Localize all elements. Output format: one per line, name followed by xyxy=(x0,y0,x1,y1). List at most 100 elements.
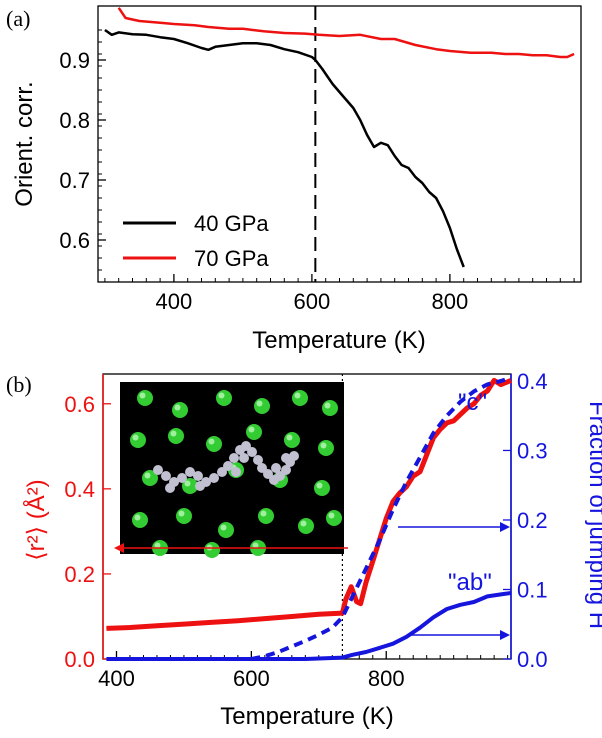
chlorine-atom xyxy=(218,522,234,538)
panel-b-right-y-ticks: 0.0 0.1 0.2 0.3 0.4 xyxy=(503,369,548,672)
panel-a-y-ticks: 0.6 0.7 0.8 0.9 xyxy=(59,29,106,271)
series-line-40-gpa xyxy=(104,28,465,268)
panel-a-frame xyxy=(97,5,582,283)
atom-highlight xyxy=(252,542,259,549)
panel-a-x-ticks: 400 600 800 xyxy=(104,274,575,314)
hydrogen-atom xyxy=(253,455,263,465)
atom-highlight xyxy=(256,400,263,407)
hydrogen-atom xyxy=(185,467,195,477)
legend-label-70gpa: 70 GPa xyxy=(194,246,269,271)
hydrogen-atom xyxy=(289,451,299,461)
hydrogen-atom xyxy=(177,473,187,483)
left-y-tick-label: 0.4 xyxy=(64,477,95,502)
inset-image xyxy=(120,382,344,558)
atom-highlight xyxy=(316,482,323,489)
atom-highlight xyxy=(139,392,146,399)
chlorine-atom xyxy=(292,390,308,406)
chlorine-atom xyxy=(137,390,153,406)
panel-a-label: (a) xyxy=(6,6,30,31)
series-line-c xyxy=(250,375,512,661)
atom-highlight xyxy=(144,472,151,479)
chlorine-atom xyxy=(130,432,146,448)
atom-highlight xyxy=(328,512,335,519)
panel-b-label: (b) xyxy=(6,372,32,397)
hydrogen-atom xyxy=(161,471,171,481)
chlorine-atom xyxy=(298,518,314,534)
annotation-c: "c" xyxy=(458,389,487,416)
y-tick-label: 0.8 xyxy=(59,108,90,133)
hydrogen-atom xyxy=(229,453,239,463)
hydrogen-atom xyxy=(209,473,219,483)
atom-highlight xyxy=(220,524,227,531)
panel-b-left-ylabel: ⟨r²⟩ (Å²) xyxy=(22,479,50,560)
right-y-tick-label: 0.2 xyxy=(517,508,548,533)
y-tick-label: 0.9 xyxy=(59,48,90,73)
atom-highlight xyxy=(174,404,181,411)
chlorine-atom xyxy=(204,542,220,558)
arrow-head-ab xyxy=(500,630,510,640)
x-tick-label: 800 xyxy=(368,666,405,691)
hydrogen-atom xyxy=(195,481,205,491)
series-line-70-gpa xyxy=(117,7,575,59)
chlorine-atom xyxy=(284,432,300,448)
chlorine-atom xyxy=(322,400,338,416)
y-tick-label: 0.7 xyxy=(59,168,90,193)
panel-a-ylabel: Orient. corr. xyxy=(11,81,38,206)
arrow-head-c xyxy=(500,522,510,532)
panel-a: (a) 400 600 800 0.6 0.7 0.8 0.9 Temperature (… xyxy=(6,5,582,354)
x-tick-label: 600 xyxy=(233,666,270,691)
atom-highlight xyxy=(286,434,293,441)
x-tick-label: 800 xyxy=(432,289,469,314)
hydrogen-atom xyxy=(281,465,291,475)
chlorine-atom xyxy=(314,480,330,496)
x-tick-label: 600 xyxy=(294,289,331,314)
chlorine-atom xyxy=(318,440,334,456)
legend-label-40gpa: 40 GPa xyxy=(194,211,269,236)
chlorine-atom xyxy=(326,510,342,526)
right-y-tick-label: 0.1 xyxy=(517,577,548,602)
panel-b-left-y-ticks: 0.0 0.2 0.4 0.6 xyxy=(64,374,111,672)
chlorine-atom xyxy=(258,508,274,524)
left-y-tick-label: 0.2 xyxy=(64,562,95,587)
arrow-head-left xyxy=(114,543,124,553)
hydrogen-atom xyxy=(193,471,203,481)
atom-highlight xyxy=(320,442,327,449)
chlorine-atom xyxy=(254,398,270,414)
chlorine-atom xyxy=(176,508,192,524)
annotation-ab: "ab" xyxy=(448,569,492,596)
panel-b-series xyxy=(106,375,512,661)
panel-a-xlabel: Temperature (K) xyxy=(252,327,425,354)
atom-highlight xyxy=(132,434,139,441)
panel-a-legend: 40 GPa 70 GPa xyxy=(123,211,269,271)
atom-highlight xyxy=(248,426,255,433)
right-y-tick-label: 0.4 xyxy=(517,369,548,394)
x-tick-label: 400 xyxy=(98,666,135,691)
hydrogen-atom xyxy=(231,467,241,477)
left-y-tick-label: 0.0 xyxy=(64,647,95,672)
left-y-tick-label: 0.6 xyxy=(64,392,95,417)
hydrogen-atom xyxy=(281,453,291,463)
chlorine-atom xyxy=(216,390,232,406)
inset-atoms xyxy=(130,390,342,558)
panel-b-xlabel: Temperature (K) xyxy=(220,703,393,730)
hydrogen-atom xyxy=(153,465,163,475)
atom-highlight xyxy=(218,392,225,399)
atom-highlight xyxy=(300,520,307,527)
atom-highlight xyxy=(170,430,177,437)
panel-b-arrows xyxy=(114,522,510,640)
chlorine-atom xyxy=(206,436,222,452)
chlorine-atom xyxy=(172,402,188,418)
hydrogen-atom xyxy=(271,463,281,473)
panel-b: (b) 400 600 800 0.0 0.2 0.4 0.6 0.0 0.1 0.2 0.3 0… xyxy=(6,369,602,730)
series-line-r2 xyxy=(106,377,512,631)
atom-highlight xyxy=(208,438,215,445)
hydrogen-atom xyxy=(223,461,233,471)
chlorine-atom xyxy=(246,424,262,440)
series-line-ab xyxy=(106,591,512,661)
chlorine-atom xyxy=(168,428,184,444)
x-tick-label: 400 xyxy=(156,289,193,314)
hydrogen-atom xyxy=(247,447,257,457)
panel-b-right-ylabel: Fraction of jumping H xyxy=(584,401,602,629)
right-y-tick-label: 0.3 xyxy=(517,438,548,463)
